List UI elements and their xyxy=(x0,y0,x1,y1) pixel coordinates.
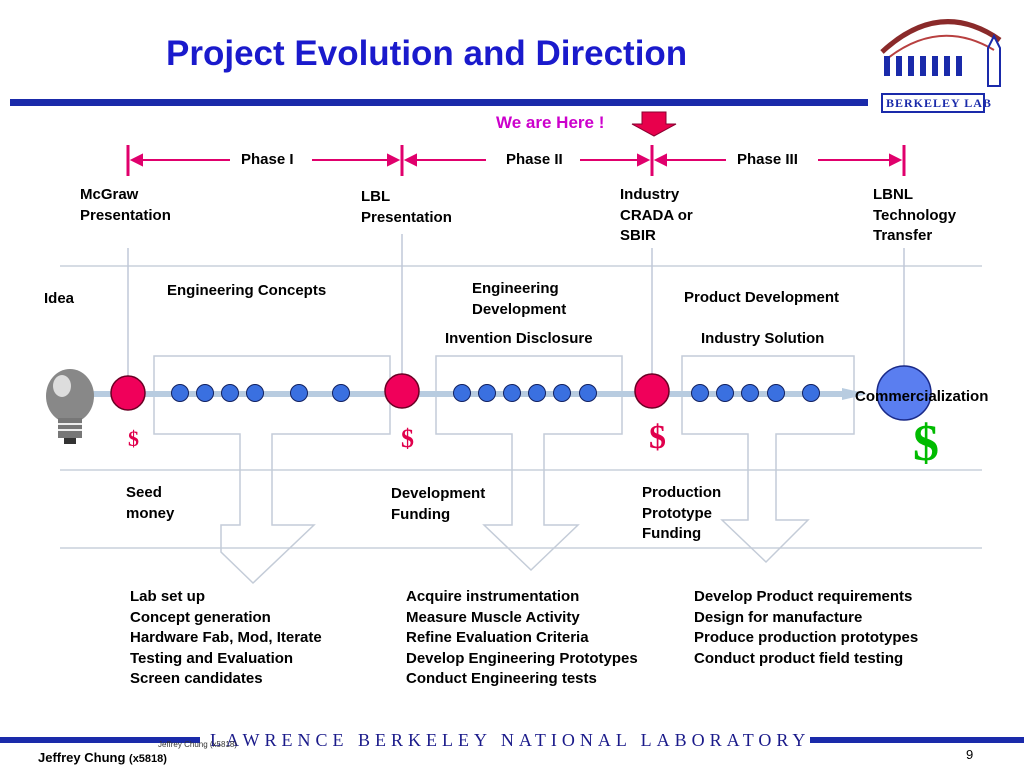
stage-product: Product Development xyxy=(684,289,840,306)
footer-rule-left xyxy=(0,737,200,743)
step-dot xyxy=(171,384,189,402)
milestone-node-1 xyxy=(110,375,146,411)
task-list-2: Acquire instrumentation Measure Muscle A… xyxy=(406,587,638,690)
task-item: Screen candidates xyxy=(130,670,263,688)
stage-commercialization: Commercialization xyxy=(855,388,989,405)
milestone-label-line: Presentation xyxy=(80,206,171,224)
phase-label-2: Phase II xyxy=(506,151,563,168)
page-number: 9 xyxy=(966,747,974,762)
footer-rule-right xyxy=(810,737,1024,743)
funding-label-line: Seed xyxy=(126,484,162,501)
step-dot xyxy=(553,384,571,402)
stage-concepts: Engineering Concepts xyxy=(167,282,327,299)
milestone-label-line: SBIR xyxy=(620,227,656,244)
dollar-icon-commercialization: $ xyxy=(913,415,939,472)
dollar-icon-seed: $ xyxy=(128,426,139,451)
funding-label-line: Prototype xyxy=(642,504,713,522)
task-item: Hardware Fab, Mod, Iterate xyxy=(130,629,322,647)
step-dot xyxy=(290,384,308,402)
task-item: Conduct Engineering tests xyxy=(406,670,597,688)
task-item: Concept generation xyxy=(130,608,271,626)
footer-lab-name: LAWRENCE BERKELEY NATIONAL LABORATORY xyxy=(210,730,811,750)
footer-author: Jeffrey Chung (x5818) xyxy=(38,750,167,765)
milestone-label-line: Transfer xyxy=(873,227,933,244)
milestone-label-1: McGraw Presentation xyxy=(80,185,171,226)
funding-label-line: Development xyxy=(391,485,486,502)
task-item: Produce production prototypes xyxy=(694,629,919,647)
footer-author-ext: (x5818) xyxy=(129,753,167,765)
milestone-label-line: LBNL xyxy=(873,186,913,203)
step-dot xyxy=(691,384,709,402)
stage-label-line: Development xyxy=(472,300,567,318)
milestone-label-line: Presentation xyxy=(361,208,452,226)
phase-timeline xyxy=(126,145,906,176)
milestone-node-3 xyxy=(634,373,670,409)
milestone-label-line: McGraw xyxy=(80,186,139,203)
phase-label-3: Phase III xyxy=(737,151,798,168)
step-dot xyxy=(196,384,214,402)
task-item: Lab set up xyxy=(130,588,206,605)
funding-label-line: Funding xyxy=(391,505,451,523)
footer-overlay-text: Jeffrey Chung (x5818) xyxy=(158,740,238,749)
milestone-label-4: LBNL Technology Transfer xyxy=(873,185,956,247)
funding-label-line: money xyxy=(126,504,175,522)
task-item: Refine Evaluation Criteria xyxy=(406,629,589,647)
step-dot xyxy=(802,384,820,402)
stage-invention: Invention Disclosure xyxy=(445,330,593,347)
step-dot xyxy=(767,384,785,402)
stage-development: Engineering Development xyxy=(472,279,566,320)
milestone-label-line: Technology xyxy=(873,206,957,224)
milestone-label-line: Industry xyxy=(620,186,680,203)
step-dot xyxy=(453,384,471,402)
task-list-3: Develop Product requirements Design for … xyxy=(694,587,918,669)
stage-solution: Industry Solution xyxy=(701,330,825,347)
milestone-node-2 xyxy=(384,373,420,409)
phase-label-1: Phase I xyxy=(241,151,294,168)
milestone-label-2: LBL Presentation xyxy=(361,187,452,228)
step-dot xyxy=(716,384,734,402)
step-dot xyxy=(478,384,496,402)
dollar-icon-development: $ xyxy=(401,424,414,453)
funding-seed: Seed money xyxy=(126,483,174,524)
logo-text: BERKELEY LAB xyxy=(886,96,992,110)
task-item: Develop Engineering Prototypes xyxy=(406,649,638,667)
page-title: Project Evolution and Direction xyxy=(166,34,688,73)
step-dot xyxy=(332,384,350,402)
funding-label-line: Funding xyxy=(642,525,702,542)
step-dot xyxy=(246,384,264,402)
stage-box-2 xyxy=(435,355,623,572)
task-item: Acquire instrumentation xyxy=(406,588,580,605)
task-item: Develop Product requirements xyxy=(694,588,913,605)
dollar-icon-production: $ xyxy=(649,419,666,456)
step-dot xyxy=(579,384,597,402)
milestone-label-line: CRADA or xyxy=(620,206,693,224)
footer-author-name: Jeffrey Chung xyxy=(38,750,126,765)
berkeley-lab-logo xyxy=(880,19,1002,113)
task-item: Conduct product field testing xyxy=(694,649,904,667)
step-dot xyxy=(221,384,239,402)
step-dot xyxy=(741,384,759,402)
funding-label-line: Production xyxy=(642,484,722,501)
stage-label-line: Engineering xyxy=(472,280,559,297)
stage-box-3 xyxy=(681,355,855,564)
task-item: Testing and Evaluation xyxy=(130,649,294,667)
commercialization-node xyxy=(876,365,932,421)
task-list-1: Lab set up Concept generation Hardware F… xyxy=(130,587,322,690)
timeline-arrowhead xyxy=(842,388,868,400)
step-dot xyxy=(503,384,521,402)
stage-idea: Idea xyxy=(44,290,75,307)
milestone-label-3: Industry CRADA or SBIR xyxy=(620,185,693,247)
funding-development: Development Funding xyxy=(391,484,485,525)
funding-production: Production Prototype Funding xyxy=(642,483,721,545)
task-item: Measure Muscle Activity xyxy=(406,608,580,626)
task-item: Design for manufacture xyxy=(694,608,863,626)
lightbulb-icon xyxy=(46,369,94,444)
milestone-label-line: LBL xyxy=(361,188,391,205)
header-rule xyxy=(10,99,868,106)
we-are-here-label: We are Here ! xyxy=(496,113,605,132)
step-dot xyxy=(528,384,546,402)
stage-box-1 xyxy=(153,355,391,585)
we-are-here-arrow xyxy=(631,111,677,137)
